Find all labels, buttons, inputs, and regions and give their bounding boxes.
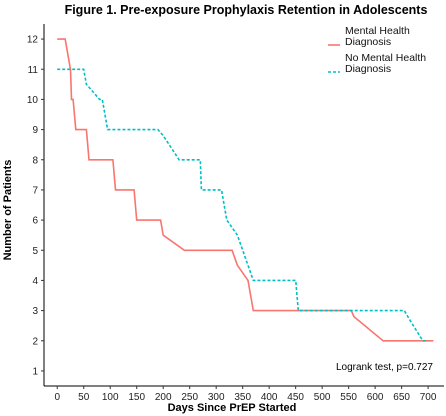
y-tick-label: 12 — [27, 35, 39, 46]
y-axis-label: Number of Patients — [2, 160, 14, 261]
x-tick-label: 400 — [261, 392, 278, 403]
x-tick-label: 0 — [54, 392, 60, 403]
legend-item-mental-health: Mental Health Diagnosis — [328, 25, 410, 48]
chart-title: Figure 1. Pre-exposure Prophylaxis Reten… — [65, 3, 428, 17]
y-tick-label: 9 — [32, 125, 38, 136]
y-tick-label: 8 — [32, 155, 38, 166]
x-tick-label: 600 — [367, 392, 384, 403]
x-tick-label: 200 — [155, 392, 172, 403]
x-tick-label: 450 — [287, 392, 304, 403]
x-axis-label: Days Since PrEP Started — [168, 402, 297, 414]
legend-label: No Mental Health Diagnosis — [345, 52, 426, 75]
y-tick-label: 4 — [32, 276, 38, 287]
x-tick-label: 650 — [393, 392, 410, 403]
x-tick-label: 50 — [78, 392, 90, 403]
legend: Mental Health Diagnosis No Mental Health D… — [328, 25, 426, 75]
series-layer — [57, 38, 434, 342]
x-tick-label: 700 — [420, 392, 437, 403]
y-tick-label: 5 — [32, 246, 38, 257]
y-tick-label: 11 — [28, 65, 39, 76]
y-tick-label: 7 — [32, 185, 38, 196]
legend-label: Mental Health Diagnosis — [345, 25, 410, 48]
x-tick-label: 300 — [208, 392, 225, 403]
logrank-annotation: Logrank test, p=0.727 — [336, 362, 433, 373]
series-line-no-mental-health — [57, 68, 429, 342]
y-tick-label: 10 — [27, 95, 39, 106]
x-tick-label: 150 — [128, 392, 145, 403]
legend-item-no-mental-health: No Mental Health Diagnosis — [328, 52, 426, 75]
series-line-mental-health — [57, 38, 434, 342]
x-tick-label: 100 — [102, 392, 119, 403]
x-tick-label: 350 — [234, 392, 251, 403]
x-tick-label: 550 — [340, 392, 357, 403]
x-tick-label: 250 — [181, 392, 198, 403]
y-tick-label: 2 — [32, 336, 38, 347]
y-tick-label: 1 — [32, 366, 38, 377]
x-tick-label: 500 — [314, 392, 331, 403]
y-tick-label: 3 — [32, 306, 38, 317]
y-tick-label: 6 — [32, 216, 38, 227]
